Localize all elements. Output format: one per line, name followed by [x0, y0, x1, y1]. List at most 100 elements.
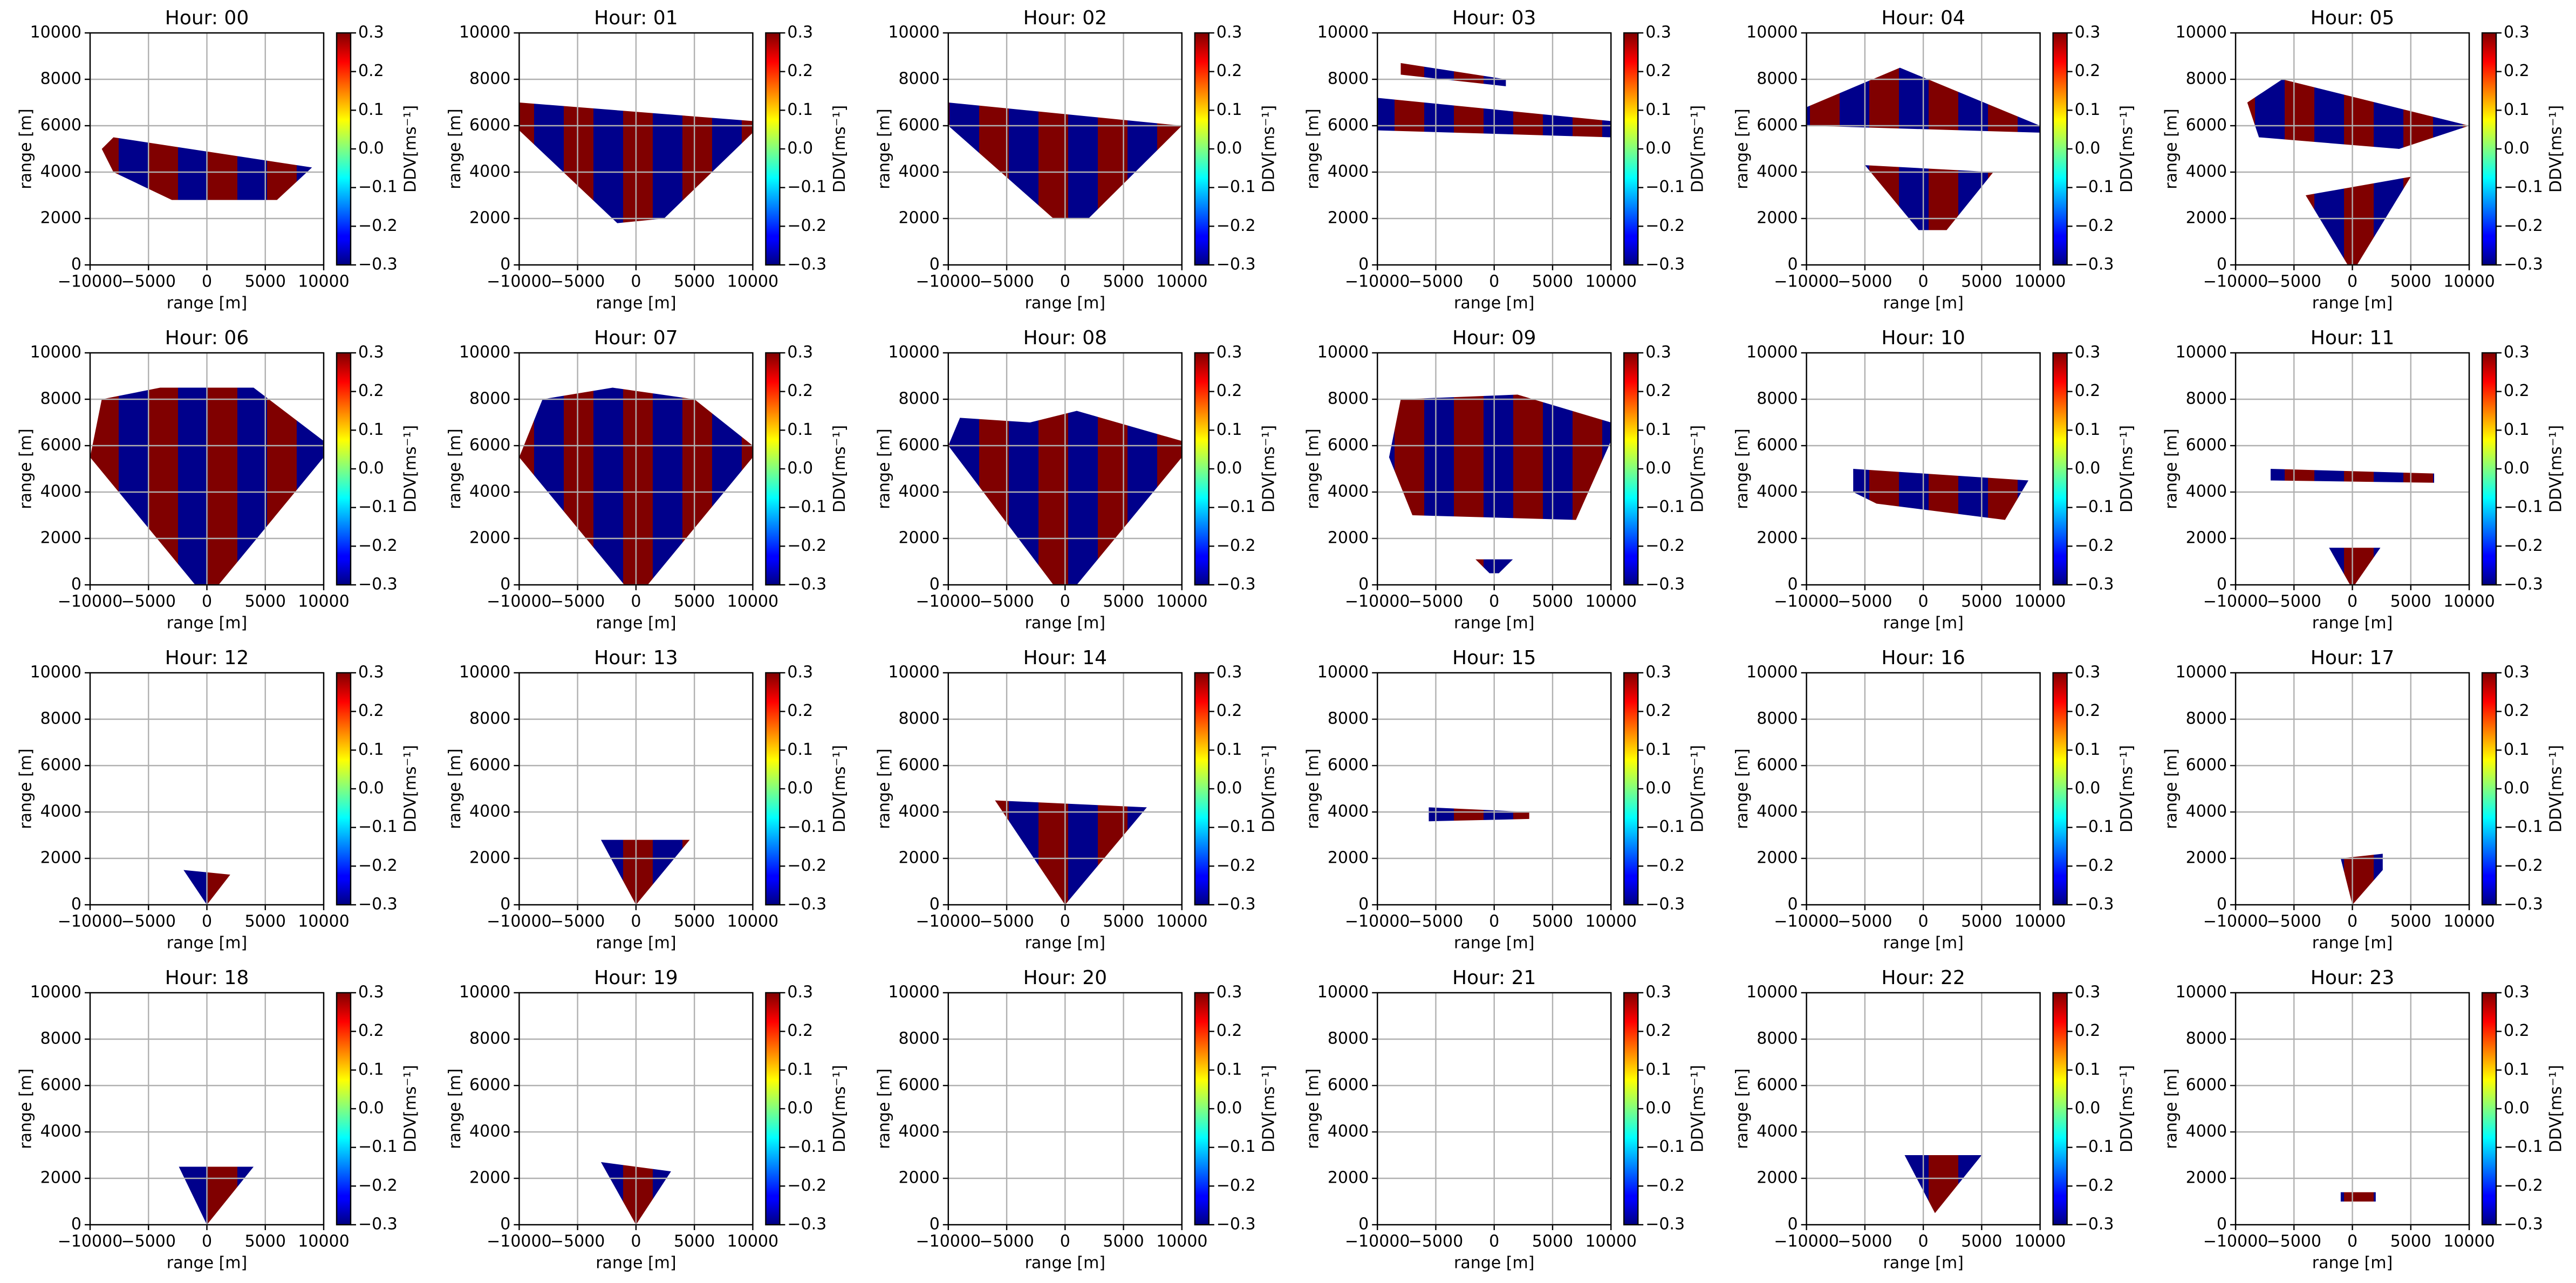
y-tick-label: 2000 — [469, 209, 510, 228]
y-tick-label: 2000 — [1757, 209, 1798, 228]
colorbar-tick-label: 0.3 — [1217, 23, 1242, 42]
y-tick-label: 8000 — [1757, 709, 1798, 728]
colorbar-tick-label: 0.3 — [787, 23, 813, 42]
y-axis-label: range [m] — [874, 1068, 893, 1149]
y-tick-label: 10000 — [1317, 23, 1369, 42]
y-tick-label: 6000 — [2186, 756, 2227, 775]
colorbar-tick-label: 0.0 — [358, 779, 384, 798]
y-tick-label: 8000 — [40, 70, 81, 88]
colorbar-tick-label: −0.3 — [358, 575, 398, 594]
colorbar-tick-label: −0.2 — [358, 536, 398, 555]
colorbar-tick-label: 0.0 — [1645, 459, 1671, 478]
y-axis-label: range [m] — [2162, 1068, 2181, 1149]
x-tick-label: −10000 — [1345, 592, 1410, 611]
colorbar-tick-label: −0.1 — [2075, 817, 2114, 836]
x-tick-label: 5000 — [1532, 1232, 1573, 1251]
plot-frame — [89, 352, 325, 586]
x-tick-label: −5000 — [1837, 1232, 1892, 1251]
colorbar-tick-label: −0.1 — [2075, 497, 2114, 516]
y-tick-label: 8000 — [40, 1029, 81, 1048]
colorbar-tick-label: 0.1 — [2075, 420, 2101, 439]
colorbar-tick-label: −0.1 — [1645, 497, 1685, 516]
colorbar-tick-label: 0.2 — [787, 62, 813, 80]
colorbar-tick-label: 0.3 — [1217, 663, 1242, 682]
y-axis-label: range [m] — [17, 1068, 36, 1149]
y-tick-label: 4000 — [898, 482, 939, 501]
y-tick-label: 0 — [2217, 895, 2227, 914]
subplot: −10000−5000 0 5000 10000 0 2000 4000 6000 8000 10… — [1304, 327, 1707, 633]
y-tick-label: 0 — [500, 1215, 510, 1234]
colorbar-label: DDV[ms⁻¹] — [2547, 1065, 2566, 1152]
y-tick-label: 6000 — [1757, 116, 1798, 135]
colorbar-tick-label: 0.2 — [358, 62, 384, 80]
y-tick-label: 10000 — [1746, 23, 1798, 42]
y-tick-label: 0 — [1358, 575, 1369, 594]
x-axis-label: range [m] — [1883, 294, 1963, 313]
x-tick-label: 10000 — [1156, 272, 1207, 291]
x-tick-label: −10000 — [487, 272, 552, 291]
y-tick-label: 10000 — [1317, 343, 1369, 362]
x-tick-label: 5000 — [1103, 592, 1144, 611]
colorbar-tick-label: −0.1 — [1217, 1137, 1256, 1156]
colorbar-tick-label: −0.1 — [787, 497, 826, 516]
x-tick-label: 10000 — [1156, 912, 1207, 931]
colorbar-tick-label: −0.1 — [2075, 178, 2114, 196]
x-tick-label: −5000 — [550, 592, 605, 611]
subplot: −10000−5000 0 5000 10000 0 2000 4000 6000 8000 10… — [874, 327, 1278, 633]
x-tick-label: −5000 — [1409, 1232, 1463, 1251]
y-axis-label: range [m] — [1733, 428, 1752, 509]
x-tick-label: 5000 — [1532, 912, 1573, 931]
colorbar-label: DDV[ms⁻¹] — [2547, 105, 2566, 193]
plot-frame — [89, 672, 325, 906]
colorbar-tick-label: 0.3 — [1217, 983, 1242, 1002]
subplot: −10000−5000 0 5000 10000 0 2000 4000 6000 8000 10… — [874, 7, 1278, 313]
colorbar-tick-label: 0.3 — [1645, 343, 1671, 362]
plot-frame — [1376, 32, 1612, 266]
colorbar-tick-label: 0.3 — [2504, 23, 2530, 42]
y-tick-label: 6000 — [1757, 436, 1798, 455]
subplot: −10000−5000 0 5000 10000 0 2000 4000 6000 8000 10… — [17, 967, 420, 1273]
y-tick-label: 0 — [71, 575, 81, 594]
x-tick-label: 0 — [631, 912, 641, 931]
subplot: −10000−5000 0 5000 10000 0 2000 4000 6000 8000 10… — [2162, 327, 2566, 633]
colorbar-tick-label: 0.1 — [1217, 420, 1242, 439]
subplot-title: Hour: 20 — [1023, 967, 1107, 989]
plot-frame — [947, 672, 1183, 906]
y-tick-label: 2000 — [2186, 209, 2227, 228]
scan-area — [1864, 165, 1993, 230]
colorbar-tick-label: −0.1 — [2504, 178, 2543, 196]
plot-frame — [1376, 992, 1612, 1226]
colorbar-tick-label: 0.3 — [2075, 983, 2101, 1002]
colorbar — [2052, 32, 2068, 266]
colorbar-tick-label: 0.1 — [2504, 740, 2530, 759]
y-tick-label: 10000 — [888, 983, 939, 1002]
colorbar-tick-label: 0.0 — [2075, 1099, 2101, 1118]
subplot: −10000−5000 0 5000 10000 0 2000 4000 6000 8000 10… — [2162, 7, 2566, 313]
x-tick-label: −5000 — [979, 272, 1034, 291]
colorbar-label: DDV[ms⁻¹] — [1259, 745, 1278, 832]
x-tick-label: 0 — [1918, 1232, 1929, 1251]
x-tick-label: −5000 — [1409, 592, 1463, 611]
x-tick-label: −10000 — [1345, 272, 1410, 291]
x-tick-label: 10000 — [2443, 1232, 2495, 1251]
colorbar-label: DDV[ms⁻¹] — [1259, 105, 1278, 193]
colorbar-tick-label: −0.2 — [2075, 1176, 2114, 1195]
y-tick-label: 0 — [1358, 255, 1369, 274]
subplot: −10000−5000 0 5000 10000 0 2000 4000 6000 8000 10… — [1733, 7, 2136, 313]
y-tick-label: 10000 — [888, 663, 939, 682]
y-tick-label: 0 — [930, 255, 940, 274]
y-tick-label: 8000 — [40, 709, 81, 728]
x-tick-label: 0 — [1060, 272, 1070, 291]
plot-frame — [1806, 992, 2041, 1226]
subplot-title: Hour: 04 — [1881, 7, 1965, 29]
subplot-title: Hour: 15 — [1452, 647, 1536, 669]
x-tick-label: −5000 — [1837, 592, 1892, 611]
x-tick-label: 10000 — [2014, 592, 2066, 611]
y-tick-label: 4000 — [1757, 482, 1798, 501]
x-axis-label: range [m] — [1883, 614, 1963, 633]
y-tick-label: 2000 — [469, 1169, 510, 1188]
y-tick-label: 4000 — [2186, 162, 2227, 181]
y-tick-label: 8000 — [1328, 70, 1369, 88]
colorbar-tick-label: −0.2 — [358, 1176, 398, 1195]
colorbar-label: DDV[ms⁻¹] — [830, 425, 849, 513]
